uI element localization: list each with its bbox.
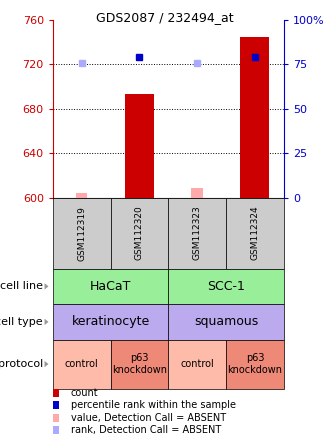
Text: cell line: cell line [0,281,43,291]
Bar [226,340,284,388]
Bar [111,198,168,269]
Bar [168,198,226,269]
Text: rank, Detection Call = ABSENT: rank, Detection Call = ABSENT [71,425,221,435]
Polygon shape [45,361,49,367]
Bar [53,304,168,340]
Text: GSM112320: GSM112320 [135,206,144,261]
Text: control: control [65,359,99,369]
Text: p63
knockdown: p63 knockdown [227,353,282,375]
Bar [168,269,284,304]
Bar [191,188,203,198]
Text: squamous: squamous [194,315,258,329]
Bar [241,37,269,198]
Text: count: count [71,388,99,398]
Bar [125,95,154,198]
Bar [53,426,59,434]
Text: protocol: protocol [0,359,43,369]
Bar [168,304,284,340]
Text: control: control [180,359,214,369]
Bar [53,389,59,397]
Text: value, Detection Call = ABSENT: value, Detection Call = ABSENT [71,413,226,423]
Bar [53,401,59,409]
Bar [53,198,111,269]
Text: SCC-1: SCC-1 [207,280,245,293]
Bar [111,340,168,388]
Bar [53,414,59,422]
Bar [53,269,168,304]
Text: GSM112324: GSM112324 [250,206,259,261]
Polygon shape [45,319,49,325]
Polygon shape [45,283,49,289]
Text: p63
knockdown: p63 knockdown [112,353,167,375]
Text: GSM112319: GSM112319 [77,206,86,261]
Bar [76,193,87,198]
Text: GSM112323: GSM112323 [193,206,202,261]
Text: keratinocyte: keratinocyte [71,315,150,329]
Text: GDS2087 / 232494_at: GDS2087 / 232494_at [96,11,234,24]
Bar [168,340,226,388]
Text: percentile rank within the sample: percentile rank within the sample [71,400,236,410]
Text: HaCaT: HaCaT [90,280,131,293]
Bar [53,340,111,388]
Bar [226,198,284,269]
Text: cell type: cell type [0,317,43,327]
